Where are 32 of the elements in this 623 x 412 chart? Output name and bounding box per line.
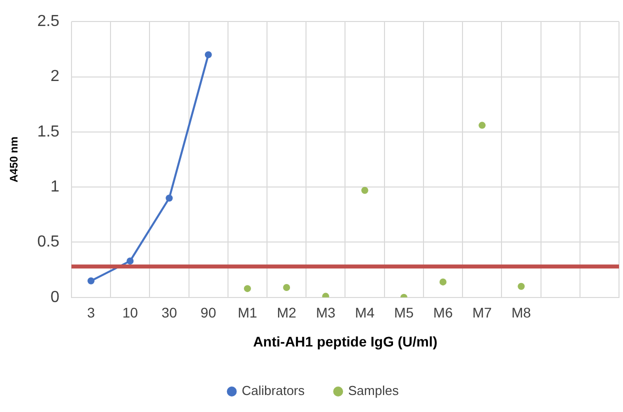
- x-tick-label: M4: [355, 304, 375, 321]
- y-tick-label: 0: [50, 288, 60, 306]
- y-tick-label: 1: [50, 178, 60, 196]
- point: [126, 257, 134, 264]
- point: [440, 278, 446, 286]
- x-tick-label: M5: [394, 304, 414, 321]
- x-axis-title: Anti-AH1 peptide IgG (U/ml): [253, 333, 438, 350]
- x-tick-label: M8: [511, 304, 532, 321]
- x-tick-label: M1: [238, 304, 258, 321]
- point: [478, 122, 486, 129]
- x-tick-label: 90: [200, 304, 216, 321]
- x-tick-label: M6: [433, 304, 453, 321]
- y-tick-label: 2: [50, 68, 60, 86]
- y-tick-label: 2.5: [37, 13, 60, 30]
- x-tick-label: 10: [122, 304, 138, 321]
- point: [518, 282, 525, 290]
- legend-label: Samples: [348, 383, 400, 398]
- point: [361, 186, 368, 194]
- point: [283, 284, 290, 291]
- x-tick-label: 30: [161, 304, 178, 321]
- y-tick-label: 1.5: [37, 123, 60, 140]
- x-tick-label: M3: [316, 304, 336, 321]
- y-tick-label: 0.5: [37, 234, 60, 251]
- point: [244, 285, 251, 292]
- x-tick-label: M7: [472, 304, 492, 321]
- x-tick-label: M2: [276, 304, 296, 321]
- y-axis-title: A450 nm: [8, 136, 21, 182]
- point: [88, 277, 94, 284]
- x-tick-label: 3: [87, 304, 96, 321]
- point: [166, 194, 173, 202]
- point: [204, 51, 212, 58]
- legend-label: Calibrators: [242, 383, 306, 398]
